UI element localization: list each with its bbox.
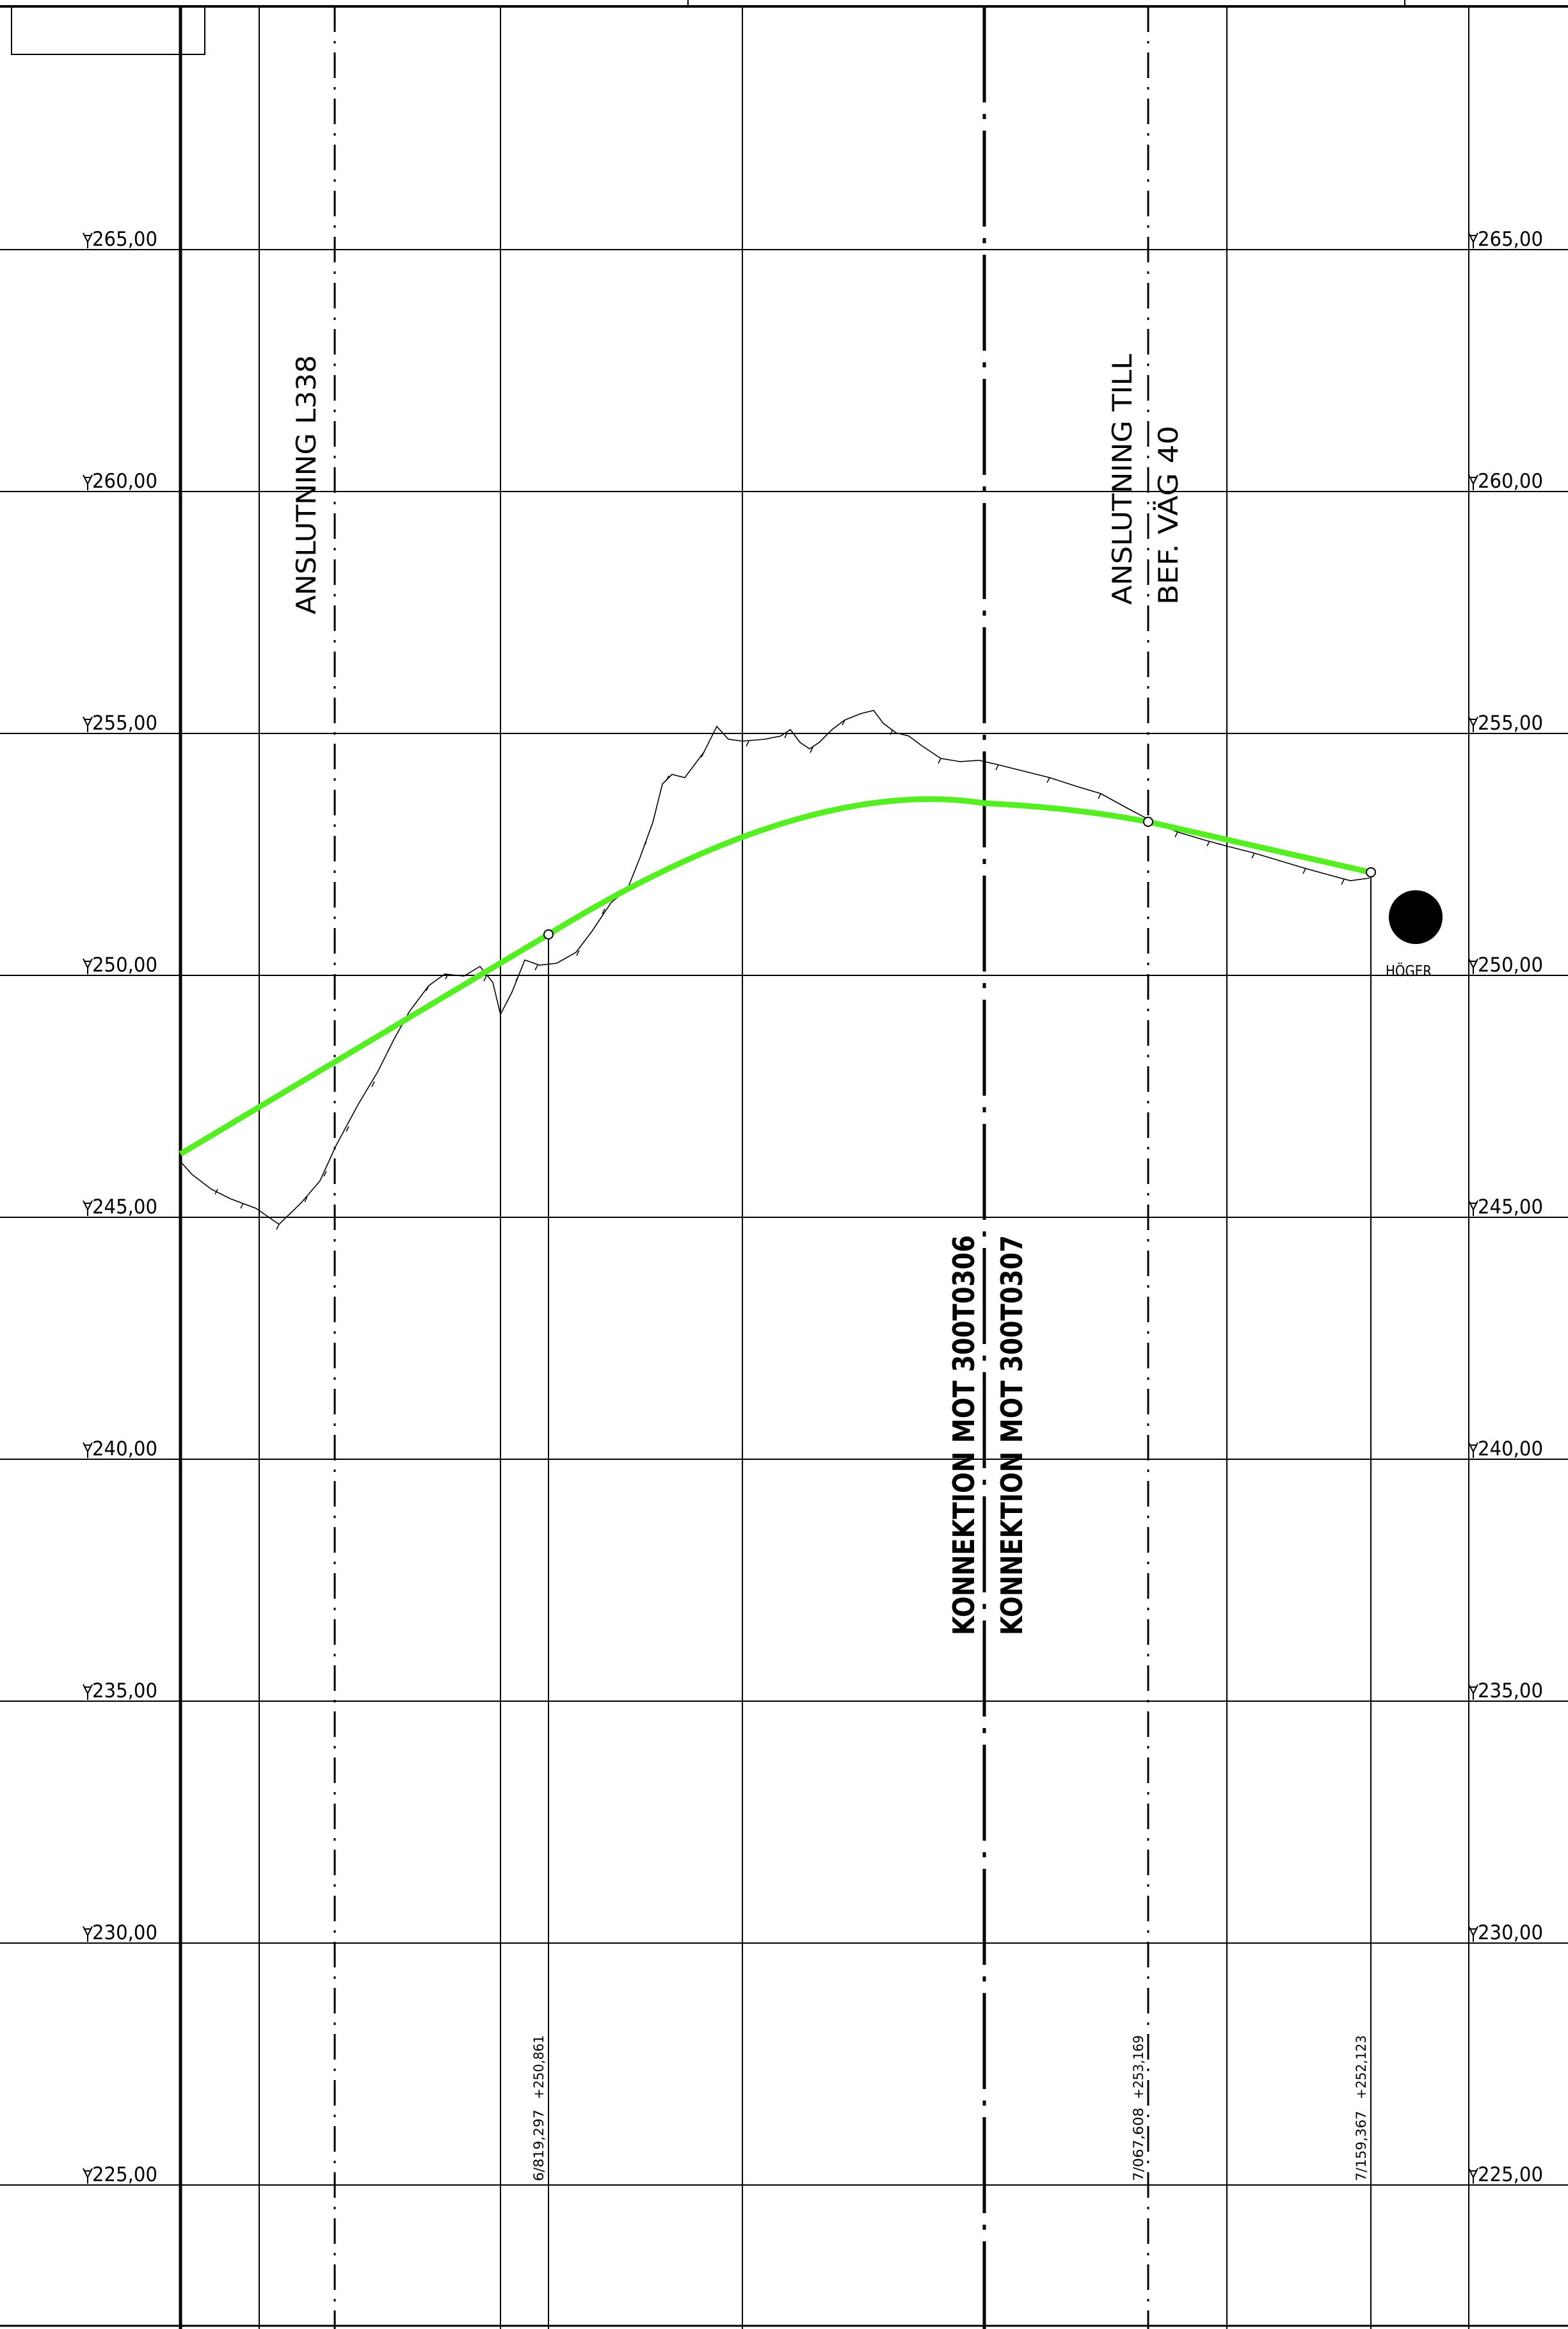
elevation-marker-icon xyxy=(1468,1200,1478,1216)
elevation-label-right: 265,00 xyxy=(1468,228,1543,251)
bef-vag-40-label: BEF. VÄG 40 xyxy=(1152,426,1184,605)
elevation-label-text: 265,00 xyxy=(92,228,157,251)
elevation-label-left: 255,00 xyxy=(83,712,157,735)
elevation-label-right: 255,00 xyxy=(1468,712,1543,735)
elevation-label-left: 240,00 xyxy=(83,1437,157,1461)
elevation-label-right: 250,00 xyxy=(1468,954,1543,977)
elevation-labels: 265,00 265,00 260,00 260,00 255,00 255,00 250,… xyxy=(83,228,1543,2186)
elevation-marker-icon xyxy=(1468,1442,1478,1458)
elevation-marker-icon xyxy=(83,474,93,490)
elevation-marker-icon xyxy=(1468,232,1478,248)
point-1-elevation: +250,861 xyxy=(531,2035,547,2099)
elevation-label-right: 225,00 xyxy=(1468,2163,1543,2186)
elevation-label-right: 240,00 xyxy=(1468,1437,1543,1461)
point-2-elevation: +253,169 xyxy=(1131,2035,1146,2099)
anslutning-l338-label: ANSLUTNING L338 xyxy=(291,355,322,614)
elevation-label-text: 255,00 xyxy=(1478,712,1543,735)
elevation-label-left: 225,00 xyxy=(83,2163,157,2186)
elevation-label-text: 245,00 xyxy=(92,1196,157,1219)
elevation-label-right: 235,00 xyxy=(1468,1679,1543,1702)
elevation-label-text: 240,00 xyxy=(1478,1437,1543,1461)
elevation-label-text: 245,00 xyxy=(1478,1196,1543,1219)
elevation-label-text: 265,00 xyxy=(1478,228,1543,251)
elevation-label-left: 265,00 xyxy=(83,228,157,251)
ground-tick-marks xyxy=(214,719,1345,1230)
elevation-marker-icon xyxy=(83,716,93,732)
point-labels: 6/819,297 +250,861 7/067,608 +253,169 7/… xyxy=(531,2035,1369,2181)
elevation-label-text: 225,00 xyxy=(1478,2163,1543,2186)
elevation-marker-icon xyxy=(83,2168,93,2184)
existing-ground-line xyxy=(180,710,1370,1226)
elevation-marker-icon xyxy=(1468,1926,1478,1942)
elevation-marker-icon xyxy=(1468,1684,1478,1700)
elevation-label-text: 260,00 xyxy=(92,470,157,493)
elevation-label-text: 230,00 xyxy=(92,1921,157,1944)
elevation-label-left: 260,00 xyxy=(83,470,157,493)
point-3-station: 7/159,367 xyxy=(1354,2111,1369,2181)
elevation-marker-icon xyxy=(83,1684,93,1700)
connection-centerlines xyxy=(333,6,1149,2329)
elevation-label-text: 230,00 xyxy=(1478,1921,1543,1944)
elevation-label-text: 250,00 xyxy=(92,954,157,977)
elevation-label-text: 235,00 xyxy=(92,1679,157,1702)
profile-point-3 xyxy=(1366,867,1376,877)
elevation-label-right: 260,00 xyxy=(1468,470,1543,493)
anslutning-till-label: ANSLUTNING TILL xyxy=(1107,353,1138,605)
point-3-elevation: +252,123 xyxy=(1354,2035,1369,2099)
elevation-marker-icon xyxy=(1468,716,1478,732)
elevation-label-text: 255,00 xyxy=(92,712,157,735)
elevation-marker-icon xyxy=(83,1926,93,1942)
elevation-marker-icon xyxy=(83,232,93,248)
elevation-marker-icon xyxy=(1468,958,1478,974)
elevation-marker-icon xyxy=(1468,474,1478,490)
elevation-label-text: 235,00 xyxy=(1478,1679,1543,1702)
elevation-marker-icon xyxy=(83,958,93,974)
konnektion-300t0307-label: KONNEKTION MOT 300T0307 xyxy=(995,1235,1029,1635)
profile-point-1 xyxy=(543,929,554,940)
elevation-label-text: 240,00 xyxy=(92,1437,157,1461)
elevation-label-left: 245,00 xyxy=(83,1196,157,1219)
elevation-label-left: 230,00 xyxy=(83,1921,157,1944)
elevation-label-left: 250,00 xyxy=(83,954,157,977)
elevation-label-left: 235,00 xyxy=(83,1679,157,1702)
profile-point-2 xyxy=(1143,817,1153,827)
point-1-station: 6/819,297 xyxy=(531,2109,547,2181)
station-gridlines xyxy=(179,6,1469,2329)
elevation-label-right: 245,00 xyxy=(1468,1196,1543,1219)
design-profile-line xyxy=(179,796,1372,1156)
elevation-marker-icon xyxy=(83,1442,93,1458)
elevation-label-text: 260,00 xyxy=(1478,470,1543,493)
point-2-station: 7/067,608 xyxy=(1131,2108,1146,2181)
elevation-marker-icon xyxy=(1468,2168,1478,2184)
elevation-label-text: 225,00 xyxy=(92,2163,157,2186)
hoger-label: HÖGER xyxy=(1386,962,1432,980)
elevation-marker-icon xyxy=(83,1200,93,1216)
elevation-gridlines xyxy=(0,249,1568,2186)
profile-points xyxy=(543,817,1376,2329)
hoger-marker-dot xyxy=(1389,890,1443,944)
elevation-label-right: 230,00 xyxy=(1468,1921,1543,1944)
elevation-label-text: 250,00 xyxy=(1478,954,1543,977)
konnektion-300t0306-label: KONNEKTION MOT 300T0306 xyxy=(947,1235,981,1635)
